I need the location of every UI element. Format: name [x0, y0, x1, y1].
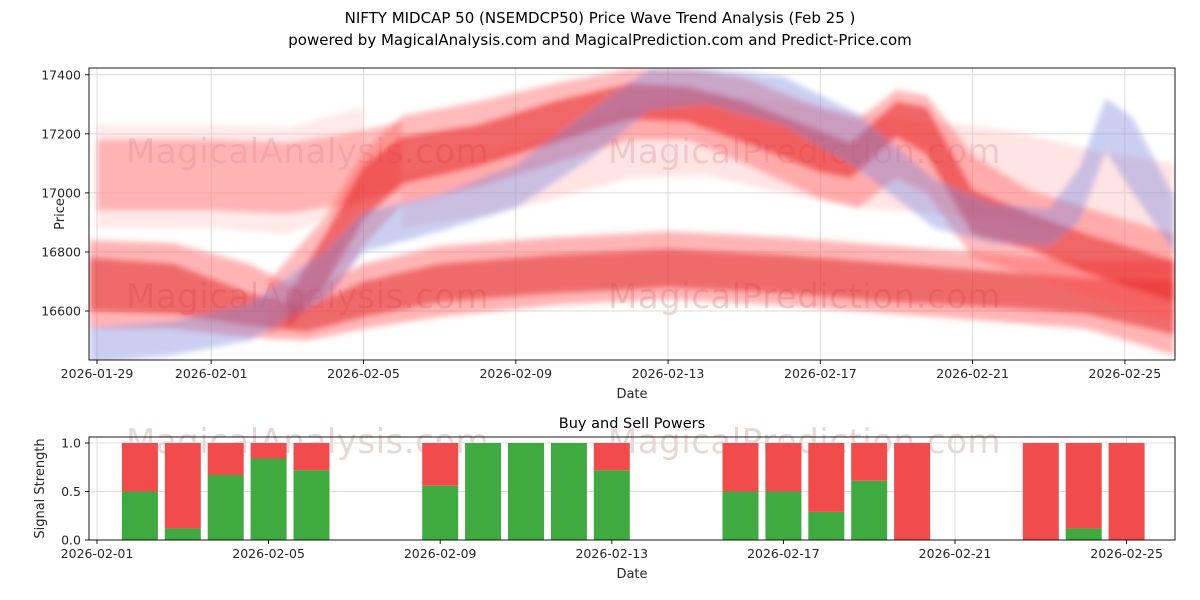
- y-tick-label: 16800: [41, 244, 81, 259]
- signal-bars: [121, 443, 1145, 540]
- buy-bar: [164, 528, 201, 540]
- sell-bar: [1022, 443, 1059, 540]
- x-tick-label: 2026-02-21: [936, 366, 1009, 381]
- buy-bar: [550, 443, 587, 540]
- x-tick-label: 2026-02-17: [747, 546, 820, 561]
- figure-title: NIFTY MIDCAP 50 (NSEMDCP50) Price Wave T…: [344, 9, 856, 27]
- sell-bar: [422, 443, 459, 486]
- x-tick-label: 2026-02-17: [784, 366, 857, 381]
- sell-bar: [1065, 443, 1102, 529]
- buy-bar: [207, 475, 244, 540]
- sell-bar: [121, 443, 158, 492]
- plot-border: [88, 67, 1176, 361]
- buy-bar: [508, 443, 544, 540]
- x-tick-label: 2026-02-13: [632, 366, 705, 381]
- x-tick-label: 2026-02-13: [575, 546, 648, 561]
- sell-bar: [293, 443, 330, 471]
- buy-bar: [465, 443, 502, 540]
- sell-bar: [722, 443, 759, 492]
- y-tick-label: 16600: [41, 303, 81, 318]
- buy-bar: [851, 480, 888, 540]
- x-tick-label: 2026-02-09: [479, 366, 552, 381]
- buy-bar: [293, 470, 330, 540]
- buy-sell-powers-chart: 2026-02-01 2026-02-05 2026-02-09 2026-02-13…: [33, 416, 1176, 582]
- price-wave-chart: 2026-01-29 2026-02-01 2026-02-05 2026-02-09…: [41, 67, 1176, 402]
- plot-border: [88, 436, 1176, 541]
- sell-bar: [1108, 443, 1145, 540]
- buy-bar: [422, 485, 459, 540]
- sell-bar: [851, 443, 888, 481]
- y-axis-label: Signal Strength: [33, 438, 48, 538]
- x-tick-label: 2026-02-05: [327, 366, 400, 381]
- x-tick-label: 2026-02-25: [1089, 366, 1162, 381]
- y-tick-label: 0.5: [61, 484, 81, 499]
- sell-bar: [250, 443, 287, 459]
- x-tick-label: 2026-02-01: [175, 366, 248, 381]
- buy-bar: [593, 470, 630, 540]
- x-tick-label: 2026-02-05: [232, 546, 305, 561]
- sell-bar: [894, 443, 931, 540]
- y-tick-label: 0.0: [61, 533, 81, 548]
- sell-bar: [164, 443, 201, 529]
- x-tick-label: 2026-02-25: [1090, 546, 1163, 561]
- wave-band-upper-left-flat: [97, 122, 402, 214]
- x-tick-label: 2026-02-09: [404, 546, 477, 561]
- buy-bar: [765, 491, 802, 540]
- buy-bar: [722, 491, 759, 540]
- buy-bar: [1065, 528, 1102, 540]
- watermark-prediction-3: MagicalPrediction.com: [608, 422, 1001, 462]
- y-axis-label: Price: [53, 198, 68, 230]
- x-tick-label: 2026-02-01: [61, 546, 134, 561]
- y-tick-label: 17400: [41, 67, 81, 82]
- buy-bar: [121, 491, 158, 540]
- sell-bar: [765, 443, 802, 492]
- buy-bar: [808, 511, 845, 540]
- subchart-title: Buy and Sell Powers: [559, 416, 705, 432]
- wave-band-blue-main: [89, 68, 1175, 360]
- wave-bands: [89, 68, 1175, 360]
- wave-band-hump-core: [287, 83, 1175, 329]
- wave-band-bottom-outer: [89, 231, 1175, 356]
- wave-band-bottom-core: [89, 249, 1175, 335]
- y-tick-label: 17000: [41, 185, 81, 200]
- sell-bar: [207, 443, 244, 475]
- y-tick-label: 1.0: [61, 436, 81, 451]
- x-axis-label: Date: [616, 567, 647, 582]
- buy-bar: [250, 458, 287, 540]
- sell-bar: [593, 443, 630, 471]
- x-tick-label: 2026-02-21: [919, 546, 992, 561]
- sell-bar: [808, 443, 845, 512]
- figure-subtitle: powered by MagicalAnalysis.com and Magic…: [288, 31, 912, 49]
- x-axis-label: Date: [616, 387, 647, 402]
- x-tick-label: 2026-01-29: [61, 366, 134, 381]
- y-tick-label: 17200: [41, 126, 81, 141]
